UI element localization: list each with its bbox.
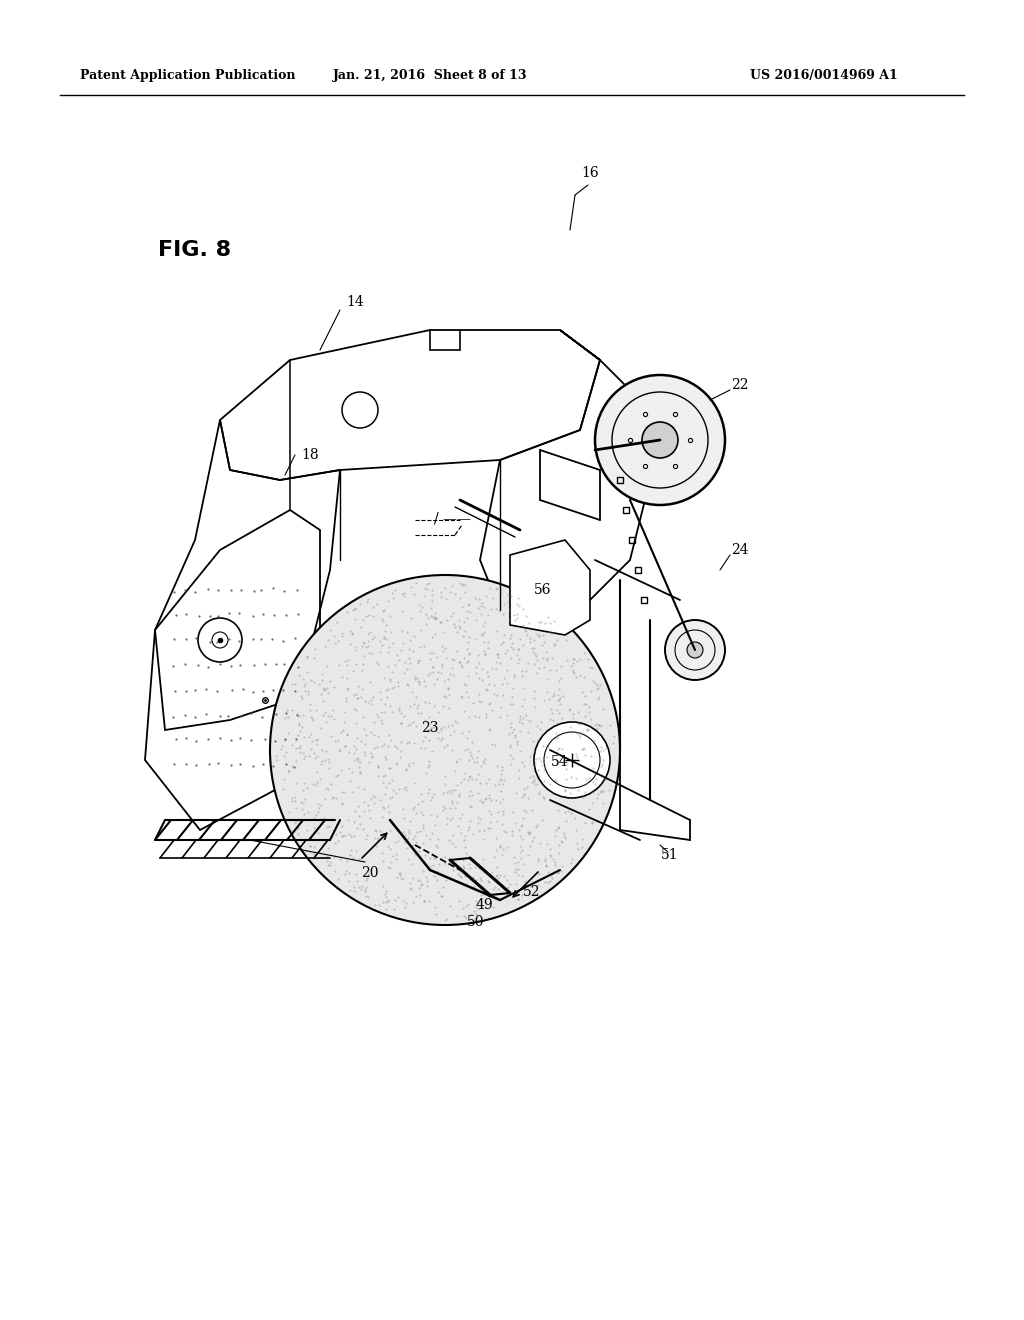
Text: 14: 14 bbox=[346, 294, 364, 309]
Circle shape bbox=[642, 422, 678, 458]
Circle shape bbox=[595, 375, 725, 506]
Polygon shape bbox=[510, 540, 590, 635]
Circle shape bbox=[270, 576, 620, 925]
Text: 50: 50 bbox=[467, 915, 484, 929]
Text: 52: 52 bbox=[523, 884, 541, 899]
Text: Patent Application Publication: Patent Application Publication bbox=[80, 69, 296, 82]
Text: 56: 56 bbox=[535, 583, 552, 597]
Text: 22: 22 bbox=[731, 378, 749, 392]
Text: 24: 24 bbox=[731, 543, 749, 557]
Text: US 2016/0014969 A1: US 2016/0014969 A1 bbox=[750, 69, 898, 82]
Text: 20: 20 bbox=[361, 866, 379, 880]
Circle shape bbox=[665, 620, 725, 680]
Circle shape bbox=[687, 642, 703, 657]
Text: 51: 51 bbox=[662, 847, 679, 862]
Text: 49: 49 bbox=[475, 898, 493, 912]
Text: Jan. 21, 2016  Sheet 8 of 13: Jan. 21, 2016 Sheet 8 of 13 bbox=[333, 69, 527, 82]
Text: 18: 18 bbox=[301, 447, 318, 462]
Circle shape bbox=[534, 722, 610, 799]
Text: / ——: / —— bbox=[433, 511, 470, 525]
Text: 23: 23 bbox=[421, 721, 438, 735]
Text: 16: 16 bbox=[582, 166, 599, 180]
Text: FIG. 8: FIG. 8 bbox=[159, 240, 231, 260]
Text: 54: 54 bbox=[551, 755, 568, 770]
